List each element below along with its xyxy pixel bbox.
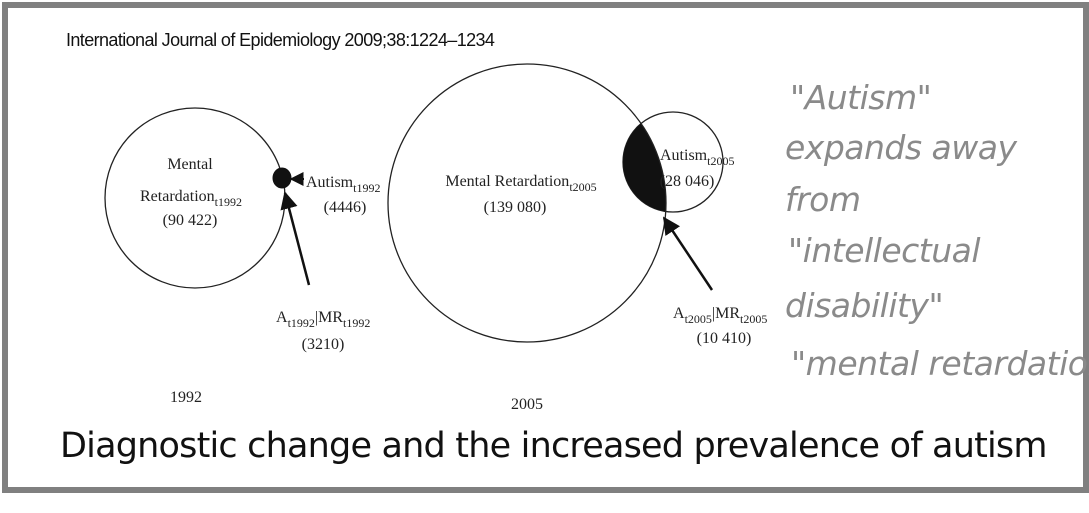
autism-2005-label: Autismt2005 <box>660 147 734 168</box>
annotation-line-6: "mental retardation" <box>791 344 1089 383</box>
annotation-line-1: "Autism" <box>790 78 932 117</box>
autism-2005-count: (28 046) <box>660 173 715 190</box>
mr-2005-label: Mental Retardationt2005 <box>445 173 596 194</box>
arrow-1992-overlap <box>280 191 311 286</box>
year-2005-label: 2005 <box>511 396 543 413</box>
mr-2005-count: (139 080) <box>484 199 547 216</box>
autism-1992-count: (4446) <box>324 199 367 216</box>
autism-1992-label: Autismt1992 <box>306 174 380 195</box>
annotation-line-5: disability" <box>785 286 944 325</box>
overlap-1992-count: (3210) <box>302 336 345 353</box>
mr-1992-label-line2: Retardationt1992 <box>140 188 242 209</box>
annotation-line-3: from <box>785 180 861 219</box>
autism-2005-overlap-region <box>623 112 666 212</box>
overlap-1992-label: At1992|MRt1992 <box>276 309 370 330</box>
overlap-2005-label: At2005|MRt2005 <box>673 305 767 326</box>
mr-1992-label-line1: Mental <box>167 156 213 173</box>
arrow-2005-overlap <box>662 216 714 291</box>
annotation-line-2: expands away <box>785 128 1017 167</box>
year-1992-label: 1992 <box>170 389 202 406</box>
autism-1992-circle <box>272 167 292 189</box>
mr-2005-circle <box>387 63 667 343</box>
figure-frame <box>2 2 1089 493</box>
overlap-2005-count: (10 410) <box>697 330 752 347</box>
mr-1992-count: (90 422) <box>163 212 218 229</box>
journal-citation: International Journal of Epidemiology 20… <box>66 30 495 50</box>
annotation-line-4: "intellectual <box>788 231 981 270</box>
figure-caption: Diagnostic change and the increased prev… <box>60 426 1047 466</box>
